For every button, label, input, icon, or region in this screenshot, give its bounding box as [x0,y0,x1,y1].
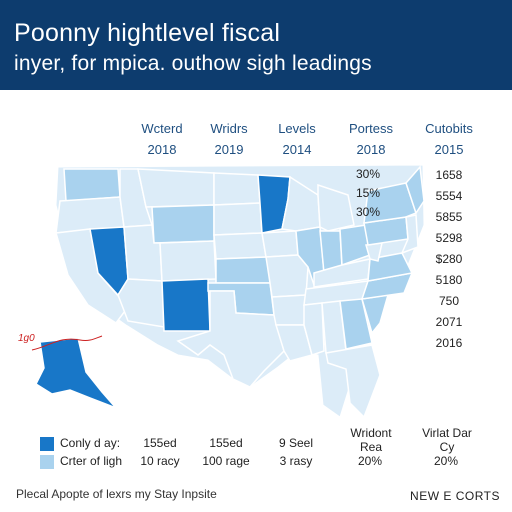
legend-row: Crter of ligh 10 racy 100 rage 3 rasy 20… [40,454,510,472]
legend-swatch [40,437,54,451]
legend-cell: 9 Seel [278,436,314,450]
legend-label: Conly d ay: [60,436,121,450]
values-left-column: 30% 15% 30% [356,165,406,222]
values-right-column: 1658 5554 5855 5298 $280 5180 750 2071 2… [424,165,474,354]
legend-cell: 155ed [209,436,243,450]
header-banner: Poonny hightlevel fiscal inyer, for mpic… [0,0,512,90]
legend-cell: 3 rasy [279,454,313,468]
value-cell: 1658 [435,168,463,182]
value-cell: 5554 [435,189,463,203]
value-cell: 5180 [435,273,463,287]
legend-row: Conly d ay: 155ed 155ed 9 Seel [40,436,510,454]
footer-source: NEW E CORTS [410,489,500,503]
alaska-inset [30,332,120,412]
legend-cell: 10 racy [140,454,180,468]
header-subtitle: inyer, for mpica. outhow sigh leadings [14,52,372,75]
value-cell: $280 [435,252,463,266]
header-title: Poonny hightlevel fiscal [14,19,281,47]
state-nm [161,278,211,332]
state-ak [35,337,117,409]
state-mo [265,254,309,298]
value-cell: 2071 [435,315,463,329]
legend-column-header: Wridont Rea [350,426,392,454]
state-nd [213,172,261,206]
state-new-england [405,165,425,215]
state-fl [325,344,381,419]
legend-cell: 20% [357,454,383,468]
value-cell: 2016 [435,336,463,350]
legend-label: Crter of ligh [60,454,123,468]
value-cell: 15% [356,186,381,200]
column-header: Wcterd 2018 [141,121,183,157]
state-az [117,278,165,328]
value-cell: 30% [356,167,381,181]
legend-cell: 155ed [143,436,177,450]
state-nj-md [400,214,419,255]
value-cell: 30% [356,205,381,219]
state-ks [215,256,271,284]
state-ne [213,232,267,260]
state-wa [63,168,121,202]
value-cell: 5855 [435,210,463,224]
state-ia [261,230,299,258]
column-header: Portess 2018 [348,121,394,157]
us-map [28,155,428,425]
state-la [274,324,313,362]
state-ny [363,182,417,224]
state-va [367,252,414,282]
column-header: Cutobits 2015 [425,121,473,157]
state-wy [151,204,215,244]
value-cell: 750 [438,294,460,308]
state-co [159,240,217,282]
state-ar [271,294,307,326]
footer-note: Plecal Apopte of lexrs my Stay Inpsite [16,487,217,501]
alaska-annotation-line [31,335,103,351]
state-tx [176,290,285,388]
column-header: Wridrs 2019 [210,121,248,157]
value-cell: 5298 [435,231,463,245]
map-annotation: 1g0 [18,333,35,344]
state-sd [213,202,263,236]
column-header: Levels 2014 [278,121,316,157]
state-mt [137,168,215,208]
state-ms [303,302,325,356]
legend-cell: 20% [433,454,459,468]
legend-cell: 100 rage [202,454,250,468]
legend-column-header: Virlat Dar Cy [422,426,472,454]
state-ga [339,298,373,350]
legend-swatch [40,455,54,469]
